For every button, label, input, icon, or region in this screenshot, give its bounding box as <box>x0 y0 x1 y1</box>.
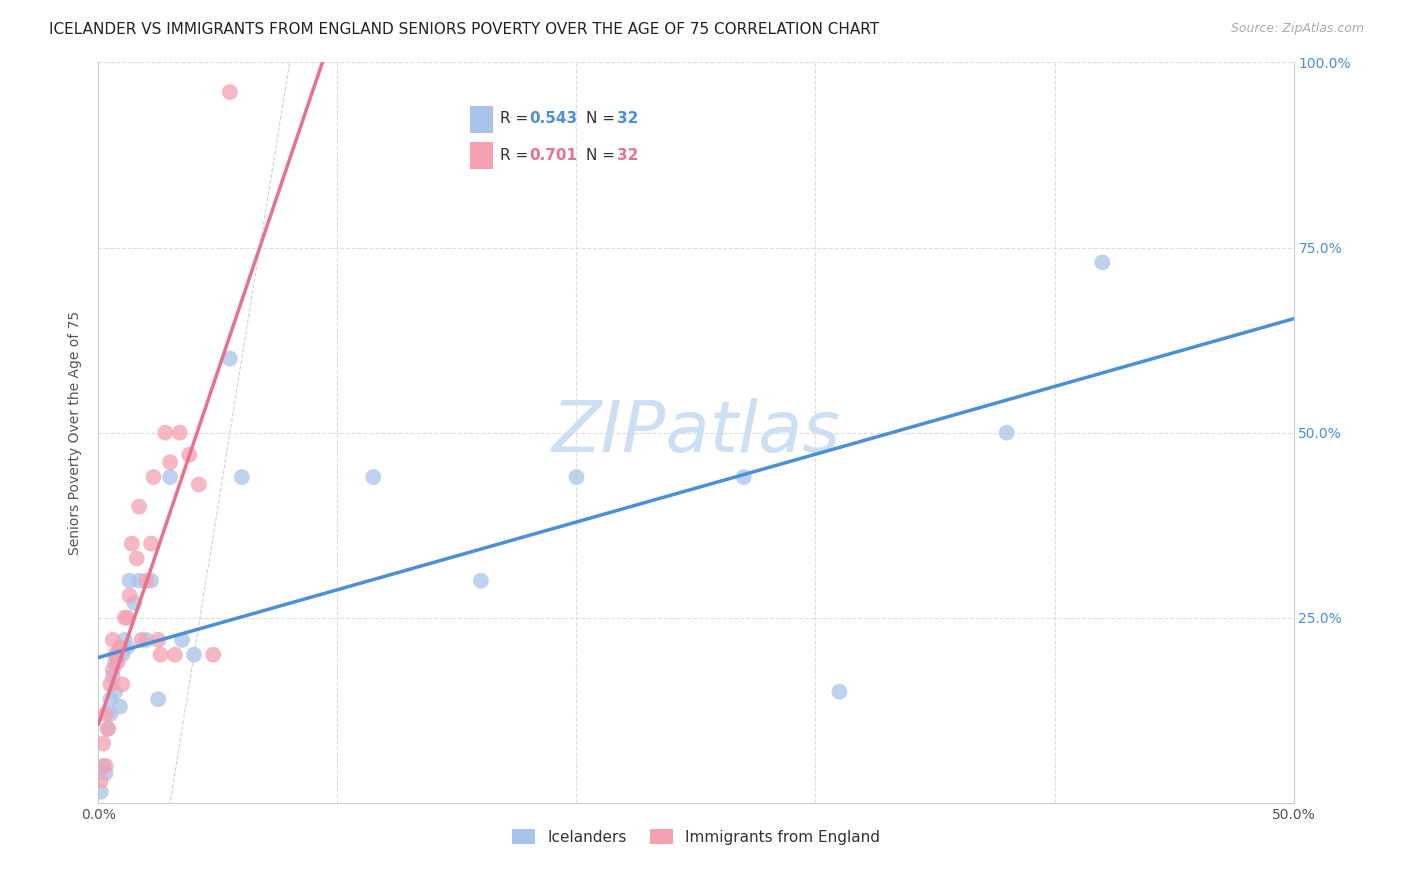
Point <box>101 632 124 647</box>
Point <box>135 632 157 647</box>
Point <box>114 610 136 624</box>
Point <box>97 722 120 736</box>
Point <box>104 648 127 662</box>
Point <box>219 85 242 99</box>
Point <box>565 470 588 484</box>
Point <box>131 632 153 647</box>
Point <box>114 632 136 647</box>
Point <box>90 773 112 788</box>
Point <box>108 640 131 655</box>
Point <box>159 455 181 469</box>
Point <box>148 692 170 706</box>
Point <box>104 655 127 669</box>
Point <box>124 596 146 610</box>
Y-axis label: Seniors Poverty Over the Age of 75: Seniors Poverty Over the Age of 75 <box>69 310 83 555</box>
Point <box>91 758 114 772</box>
Point <box>115 610 138 624</box>
Point <box>363 470 385 484</box>
Point <box>94 766 117 780</box>
Text: ICELANDER VS IMMIGRANTS FROM ENGLAND SENIORS POVERTY OVER THE AGE OF 75 CORRELAT: ICELANDER VS IMMIGRANTS FROM ENGLAND SEN… <box>49 22 879 37</box>
Point <box>148 632 170 647</box>
Point <box>179 448 201 462</box>
Point <box>828 685 851 699</box>
Point <box>231 470 253 484</box>
Point <box>163 648 186 662</box>
Point <box>733 470 755 484</box>
Point <box>111 648 134 662</box>
Point <box>470 574 492 588</box>
Point <box>118 574 141 588</box>
Point <box>142 470 165 484</box>
Point <box>128 500 150 514</box>
Point <box>139 536 162 550</box>
Point <box>1091 255 1114 269</box>
Point <box>115 640 138 655</box>
Point <box>108 699 131 714</box>
Point <box>98 706 122 721</box>
Point <box>155 425 177 440</box>
Point <box>107 655 129 669</box>
Point <box>995 425 1018 440</box>
Legend: Icelanders, Immigrants from England: Icelanders, Immigrants from England <box>506 822 886 851</box>
Point <box>111 677 134 691</box>
Point <box>159 470 181 484</box>
Point <box>202 648 225 662</box>
Point <box>183 648 205 662</box>
Point <box>149 648 172 662</box>
Point <box>94 706 117 721</box>
Point <box>104 685 127 699</box>
Point <box>91 737 114 751</box>
Point <box>101 663 124 677</box>
Point <box>172 632 194 647</box>
Point <box>169 425 191 440</box>
Point <box>98 692 122 706</box>
Point <box>98 677 122 691</box>
Point <box>101 670 124 684</box>
Point <box>128 574 150 588</box>
Point <box>94 758 117 772</box>
Point <box>135 574 157 588</box>
Text: Source: ZipAtlas.com: Source: ZipAtlas.com <box>1230 22 1364 36</box>
Point <box>118 589 141 603</box>
Point <box>187 477 209 491</box>
Point <box>219 351 242 366</box>
Point <box>139 574 162 588</box>
Point <box>107 648 129 662</box>
Point <box>90 785 112 799</box>
Point <box>97 722 120 736</box>
Point <box>121 536 143 550</box>
Text: ZIPatlas: ZIPatlas <box>551 398 841 467</box>
Point <box>125 551 148 566</box>
